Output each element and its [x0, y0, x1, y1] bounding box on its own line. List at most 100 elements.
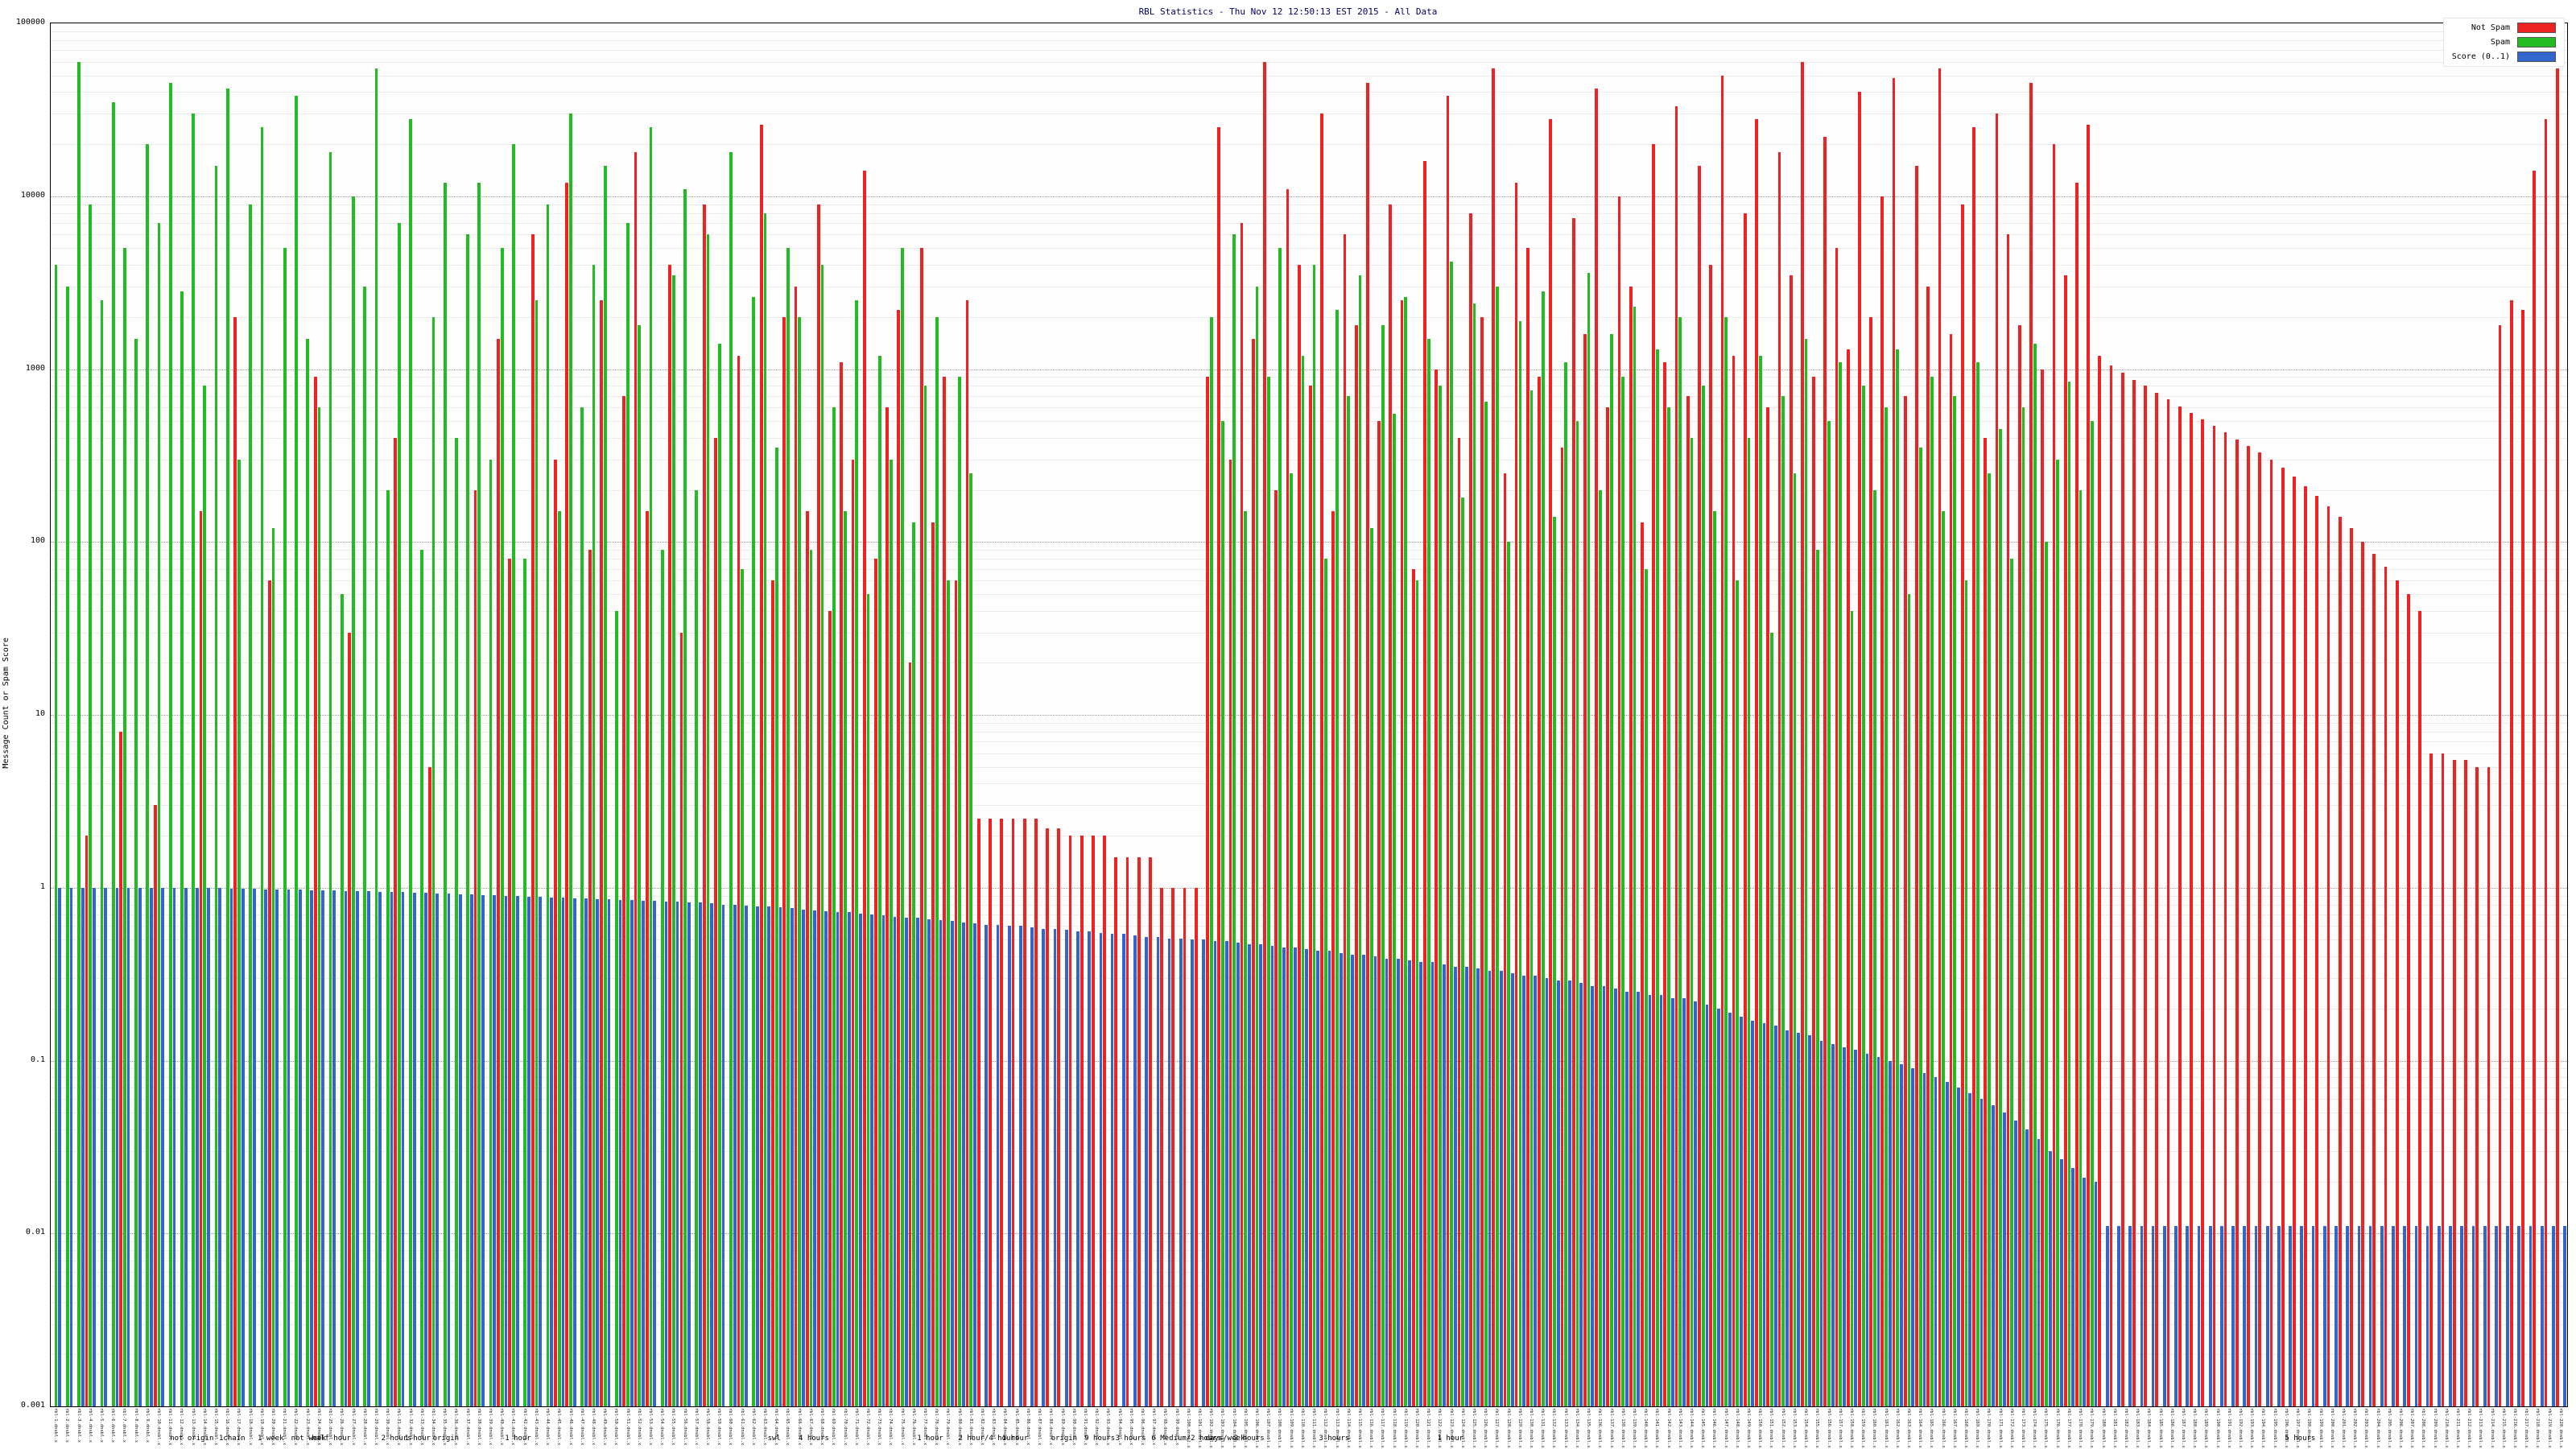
bar-score — [2117, 1226, 2120, 1406]
bar-spam — [1335, 309, 1339, 1406]
bar-score — [2037, 1139, 2041, 1406]
bar-not-spam — [771, 580, 774, 1406]
bar-score — [2403, 1226, 2407, 1406]
bar-spam — [180, 291, 184, 1406]
bar-spam — [420, 550, 424, 1406]
bar-not-spam — [1732, 355, 1736, 1406]
bar-spam — [820, 265, 824, 1406]
bar-not-spam — [668, 265, 672, 1406]
x-tick-label: rbl-137.dnsbl.x — [1608, 1408, 1614, 1448]
bar-score — [1430, 962, 1435, 1406]
bar-score — [1637, 992, 1641, 1406]
bar-not-spam — [737, 355, 741, 1406]
bar-spam — [1872, 489, 1876, 1406]
bar-not-spam — [2326, 506, 2330, 1406]
axis-annotation: 1 hour — [404, 1435, 431, 1443]
x-tick-label: rbl-164.dnsbl.x — [1918, 1408, 1923, 1448]
bar-not-spam — [2338, 516, 2342, 1406]
x-tick-label: rbl-28.dnsbl.x — [361, 1408, 367, 1446]
bar-score — [470, 894, 473, 1406]
x-tick-label: rbl-216.dnsbl.x — [2512, 1408, 2518, 1448]
bar-not-spam — [1571, 217, 1575, 1406]
x-tick-label: rbl-139.dnsbl.x — [1631, 1408, 1637, 1448]
bar-spam — [1564, 361, 1568, 1406]
bar-score — [161, 887, 165, 1406]
x-tick-label: rbl-189.dnsbl.x — [2203, 1408, 2209, 1448]
x-tick-label: rbl-153.dnsbl.x — [1791, 1408, 1797, 1448]
x-tick-label: rbl-218.dnsbl.x — [2535, 1408, 2541, 1448]
x-tick-label: rbl-174.dnsbl.x — [2032, 1408, 2037, 1448]
gridline — [51, 377, 2567, 378]
bar-spam — [398, 223, 401, 1406]
gridline — [51, 144, 2567, 146]
x-tick-label: rbl-160.dnsbl.x — [1872, 1408, 1877, 1448]
bar-score — [939, 919, 943, 1406]
bar-not-spam — [1457, 437, 1461, 1406]
bar-spam — [271, 528, 275, 1406]
axis-annotation: 1 week — [258, 1435, 284, 1443]
bar-score — [2563, 1226, 2566, 1406]
bar-not-spam — [919, 248, 923, 1406]
bar-spam — [1804, 338, 1808, 1406]
bar-spam — [2090, 421, 2094, 1406]
bar-score — [172, 887, 176, 1406]
x-tick-label: rbl-207.dnsbl.x — [2409, 1408, 2415, 1448]
bar-score — [2219, 1226, 2223, 1406]
bar-spam — [1964, 580, 1968, 1406]
bar-score — [184, 887, 188, 1406]
bar-not-spam — [2269, 459, 2273, 1406]
bar-not-spam — [1217, 127, 1221, 1406]
bar-spam — [1393, 414, 1396, 1406]
axis-annotation: not origin — [170, 1435, 214, 1443]
bar-spam — [717, 344, 721, 1406]
bar-score — [756, 906, 759, 1406]
bar-score — [778, 907, 782, 1406]
bar-spam — [614, 610, 618, 1406]
bar-score — [195, 887, 199, 1406]
bar-not-spam — [1777, 151, 1781, 1406]
bar-score — [436, 893, 440, 1406]
bar-spam — [592, 265, 596, 1406]
bar-score — [1465, 966, 1468, 1406]
bar-not-spam — [2052, 144, 2056, 1406]
bar-not-spam — [1297, 265, 1301, 1406]
bar-score — [1545, 978, 1549, 1406]
bar-spam — [249, 204, 253, 1406]
bar-not-spam — [1366, 83, 1369, 1406]
x-tick-label: rbl-53.dnsbl.x — [647, 1408, 653, 1446]
bar-spam — [134, 338, 138, 1406]
bar-score — [1385, 958, 1389, 1406]
bar-spam — [54, 265, 58, 1406]
axis-annotation: 1 hour — [505, 1435, 531, 1443]
bar-spam — [958, 377, 961, 1406]
bar-not-spam — [1823, 137, 1827, 1406]
bar-not-spam — [954, 580, 958, 1406]
bar-spam — [65, 287, 69, 1406]
axis-annotation: 3 hours — [1319, 1435, 1350, 1443]
bar-spam — [192, 114, 195, 1406]
bar-not-spam — [1709, 265, 1713, 1406]
bar-not-spam — [313, 377, 317, 1406]
bar-not-spam — [427, 766, 431, 1406]
bar-spam — [1781, 395, 1785, 1406]
bar-spam — [386, 489, 390, 1406]
bar-score — [1419, 962, 1423, 1406]
bar-score — [1133, 935, 1137, 1406]
bar-score — [642, 901, 645, 1406]
bar-score — [1762, 1022, 1766, 1406]
x-tick-label: rbl-138.dnsbl.x — [1620, 1408, 1625, 1448]
x-tick-label: rbl-87.dnsbl.x — [1037, 1408, 1042, 1446]
bar-spam — [1266, 377, 1270, 1406]
bar-score — [355, 890, 359, 1406]
bar-score — [1991, 1105, 1995, 1406]
bar-not-spam — [1343, 234, 1347, 1406]
bar-spam — [1290, 473, 1294, 1406]
x-tick-label: rbl-199.dnsbl.x — [2318, 1408, 2323, 1448]
bar-score — [1705, 1005, 1709, 1406]
bar-not-spam — [874, 559, 877, 1406]
bar-score — [596, 898, 600, 1406]
bar-spam — [1953, 395, 1957, 1406]
x-tick-label: rbl-169.dnsbl.x — [1975, 1408, 1980, 1448]
x-tick-label: rbl-150.dnsbl.x — [1757, 1408, 1763, 1448]
bar-score — [1053, 928, 1057, 1406]
